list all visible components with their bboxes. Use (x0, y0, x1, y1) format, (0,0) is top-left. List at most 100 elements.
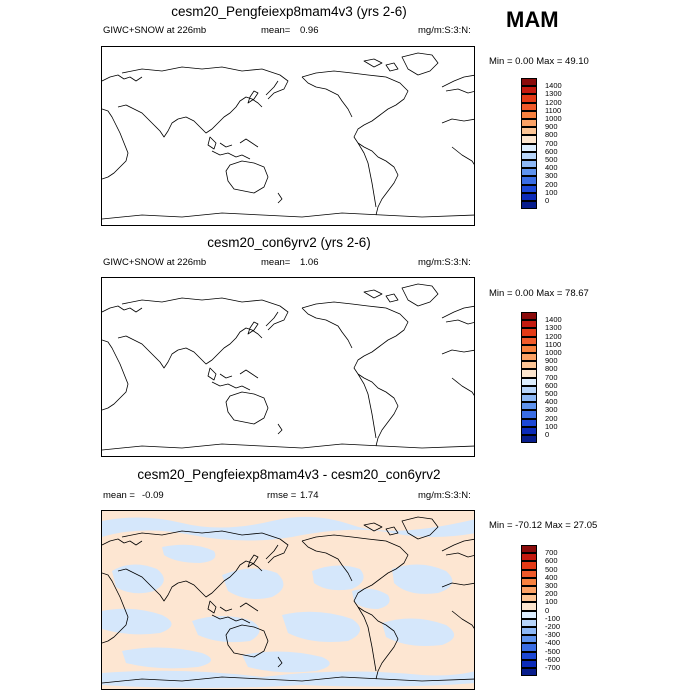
panel-3-colorbar (521, 545, 537, 677)
colorbar-tick-label: 700 (545, 138, 558, 148)
panel-1-units: mg/m:S:3:N: (418, 25, 471, 36)
colorbar-tick-label: 600 (545, 146, 558, 156)
colorbar-cell (521, 577, 537, 586)
colorbar-tick-label: 1100 (545, 339, 562, 349)
panel-1-mean-label: mean= (261, 25, 291, 36)
colorbar-tick-label: 600 (545, 380, 558, 390)
colorbar-tick-label: 0 (545, 430, 550, 439)
colorbar-tick-label: 900 (545, 122, 558, 132)
panel-1-colorbar (521, 78, 537, 210)
colorbar-tick-label: -400 (545, 638, 561, 648)
colorbar-tick-label: -200 (545, 622, 561, 631)
panel-2-title: cesm20_con6yrv2 (yrs 2-6) (207, 235, 371, 250)
colorbar-cell (521, 377, 537, 386)
colorbar-tick-label: -100 (545, 613, 561, 623)
colorbar-cell (521, 143, 537, 152)
panel-3-mean-value: -0.09 (142, 490, 164, 501)
panel-3-rmse-value: 1.74 (300, 490, 319, 501)
colorbar-cell (521, 553, 537, 562)
colorbar-tick-label: 700 (545, 372, 558, 382)
colorbar-cell (521, 610, 537, 619)
colorbar-cell (521, 320, 537, 329)
colorbar-tick-label: 1000 (545, 348, 562, 357)
colorbar-tick-label: -500 (545, 646, 561, 656)
colorbar-cell (521, 426, 537, 435)
panel-1-map-svg (102, 52, 474, 220)
colorbar-tick-label: 400 (545, 572, 558, 582)
colorbar-cell (521, 410, 537, 419)
colorbar-cell (521, 119, 537, 128)
colorbar-tick-label: 1400 (545, 315, 562, 325)
colorbar-tick-label: -300 (545, 630, 561, 640)
colorbar-cell (521, 176, 537, 185)
colorbar-tick-label: 300 (545, 405, 558, 415)
colorbar-tick-label: 300 (545, 581, 558, 590)
colorbar-cell (521, 86, 537, 95)
colorbar-cell (521, 643, 537, 652)
colorbar-cell (521, 328, 537, 337)
colorbar-cell (521, 201, 537, 210)
panel-1-map (101, 46, 475, 226)
colorbar-tick-label: 400 (545, 163, 558, 173)
panel-2-minmax: Min = 0.00 Max = 78.67 (489, 288, 589, 299)
panel-2-map (101, 277, 475, 457)
panel-3-map-svg (102, 511, 474, 689)
colorbar-tick-label: -600 (545, 654, 561, 664)
colorbar-cell (521, 668, 537, 677)
colorbar-cell (521, 402, 537, 411)
panel-2-mean-label: mean= (261, 257, 291, 268)
colorbar-tick-label: 1300 (545, 89, 562, 99)
colorbar-cell (521, 151, 537, 160)
colorbar-cell (521, 184, 537, 193)
colorbar-cell (521, 618, 537, 627)
colorbar-cell (521, 160, 537, 169)
colorbar-cell (521, 545, 537, 554)
colorbar-tick-label: 1200 (545, 97, 562, 107)
colorbar-tick-label: 100 (545, 187, 558, 197)
colorbar-cell (521, 102, 537, 111)
colorbar-cell (521, 110, 537, 119)
colorbar-cell (521, 651, 537, 660)
colorbar-tick-label: 200 (545, 179, 558, 189)
colorbar-cell (521, 192, 537, 201)
panel-3-units: mg/m:S:3:N: (418, 490, 471, 501)
colorbar-tick-label: 600 (545, 556, 558, 566)
panel-2-coastlines (102, 283, 474, 451)
colorbar-cell (521, 135, 537, 144)
colorbar-cell (521, 369, 537, 378)
panel-3-rmse-label: rmse = (267, 490, 297, 501)
colorbar-cell (521, 312, 537, 321)
season-label: MAM (506, 7, 559, 32)
colorbar-cell (521, 394, 537, 403)
colorbar-tick-label: 1400 (545, 81, 562, 91)
colorbar-tick-label: 100 (545, 597, 558, 607)
panel-1-title: cesm20_Pengfeiexp8mam4v3 (yrs 2-6) (171, 4, 407, 19)
colorbar-tick-label: 1100 (545, 105, 562, 115)
colorbar-cell (521, 435, 537, 444)
colorbar-cell (521, 127, 537, 136)
colorbar-cell (521, 336, 537, 345)
colorbar-cell (521, 635, 537, 644)
colorbar-tick-label: 100 (545, 421, 558, 431)
panel-3-title: cesm20_Pengfeiexp8mam4v3 - cesm20_con6yr… (137, 467, 441, 482)
panel-2-units: mg/m:S:3:N: (418, 257, 471, 268)
colorbar-tick-label: 500 (545, 389, 558, 398)
colorbar-tick-label: 800 (545, 364, 558, 374)
colorbar-tick-label: 200 (545, 413, 558, 423)
colorbar-tick-label: -700 (545, 663, 561, 672)
colorbar-tick-label: 900 (545, 356, 558, 366)
colorbar-cell (521, 78, 537, 87)
colorbar-tick-label: 500 (545, 564, 558, 574)
colorbar-tick-label: 0 (545, 605, 550, 615)
colorbar-cell (521, 602, 537, 611)
colorbar-tick-label: 1300 (545, 323, 562, 333)
colorbar-tick-label: 500 (545, 155, 558, 164)
colorbar-tick-label: 400 (545, 397, 558, 407)
panel-2-colorbar (521, 312, 537, 444)
panel-1-minmax: Min = 0.00 Max = 49.10 (489, 56, 589, 67)
colorbar-tick-label: 0 (545, 196, 550, 205)
colorbar-cell (521, 344, 537, 353)
panel-3-mean-label: mean = (103, 490, 135, 501)
colorbar-cell (521, 353, 537, 362)
colorbar-cell (521, 385, 537, 394)
